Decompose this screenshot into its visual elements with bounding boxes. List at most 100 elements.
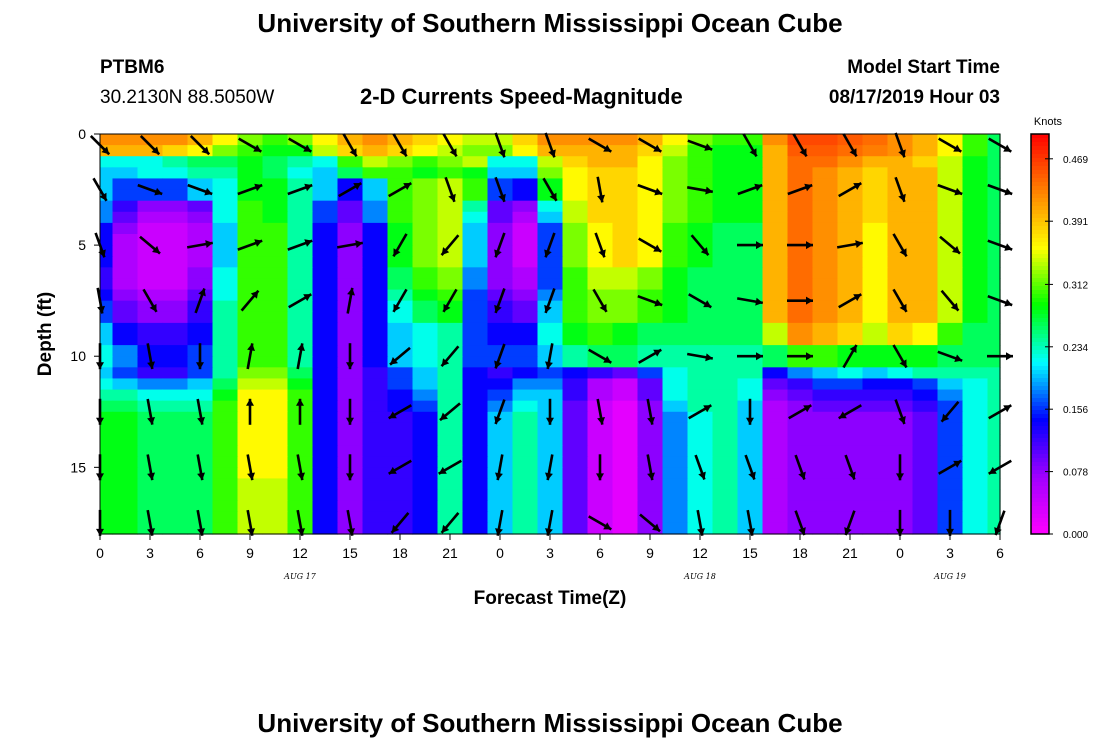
y-axis-title: Depth (ft) bbox=[35, 292, 56, 376]
heat-cell bbox=[862, 300, 889, 313]
heat-cell bbox=[412, 211, 439, 224]
heat-cell bbox=[912, 456, 939, 468]
current-vector-arrow bbox=[494, 232, 506, 258]
heat-cell bbox=[562, 334, 589, 346]
heat-cell bbox=[912, 234, 939, 246]
heat-cell bbox=[487, 489, 514, 502]
heat-cell bbox=[762, 311, 789, 324]
heat-cell bbox=[612, 467, 639, 480]
heat-cell bbox=[562, 211, 589, 224]
heat-cell bbox=[387, 522, 414, 535]
heat-cell bbox=[912, 389, 939, 402]
current-vector-arrow bbox=[440, 512, 460, 534]
heat-cell bbox=[912, 167, 939, 180]
current-vector-arrow bbox=[196, 398, 205, 425]
heat-cell bbox=[987, 145, 1001, 157]
heat-cell bbox=[212, 156, 239, 168]
heat-cell bbox=[487, 311, 514, 324]
heat-cell bbox=[212, 522, 239, 535]
heat-cell bbox=[887, 367, 914, 380]
heat-cell bbox=[387, 145, 414, 157]
heat-cell bbox=[862, 500, 889, 513]
heat-cell bbox=[537, 334, 564, 346]
heat-cell bbox=[812, 489, 839, 502]
heat-cell bbox=[687, 367, 714, 380]
colorbar-step bbox=[1031, 290, 1049, 295]
heat-cell bbox=[737, 422, 764, 435]
heat-cell bbox=[287, 278, 314, 291]
heat-cell bbox=[912, 511, 939, 524]
heat-cell bbox=[237, 156, 264, 168]
heat-cell bbox=[437, 367, 464, 380]
x-tick-label: 9 bbox=[246, 545, 254, 561]
heat-cell bbox=[162, 522, 189, 535]
heat-cell bbox=[312, 456, 339, 468]
heat-cell bbox=[487, 422, 514, 435]
current-vector-arrow bbox=[388, 459, 412, 475]
colorbar-step bbox=[1031, 526, 1049, 531]
current-vector-arrow bbox=[440, 234, 460, 256]
heat-cell bbox=[137, 267, 164, 280]
heat-cell bbox=[262, 300, 289, 313]
heat-cell bbox=[312, 167, 339, 180]
heat-cell bbox=[837, 211, 864, 224]
heat-cell bbox=[112, 322, 139, 335]
colorbar-step bbox=[1031, 166, 1049, 171]
heat-cell bbox=[162, 134, 189, 146]
heat-cell bbox=[637, 167, 664, 180]
heat-cell bbox=[512, 334, 539, 346]
current-vector-arrow bbox=[390, 512, 410, 534]
current-vector-arrow bbox=[838, 293, 862, 309]
current-vector-arrow bbox=[545, 454, 554, 481]
heat-cell bbox=[787, 500, 814, 513]
x-tick-label: 3 bbox=[146, 545, 154, 561]
colorbar-step bbox=[1031, 346, 1049, 351]
heat-cell bbox=[437, 500, 464, 513]
heat-cell bbox=[100, 489, 114, 502]
heat-cell bbox=[962, 245, 989, 257]
heat-cell bbox=[487, 367, 514, 380]
colorbar-step bbox=[1031, 458, 1049, 463]
heat-cell bbox=[412, 422, 439, 435]
heat-cell bbox=[612, 322, 639, 335]
heat-cell bbox=[237, 445, 264, 457]
heat-cell bbox=[762, 334, 789, 346]
heat-cell bbox=[487, 378, 514, 391]
heat-cell bbox=[962, 389, 989, 402]
heat-cell bbox=[637, 289, 664, 302]
heat-cell bbox=[287, 211, 314, 224]
heat-cell bbox=[887, 278, 914, 291]
heat-cell bbox=[237, 234, 264, 246]
heat-cell bbox=[987, 356, 1001, 368]
heat-cell bbox=[387, 367, 414, 380]
heat-cell bbox=[562, 134, 589, 146]
heat-cell bbox=[162, 500, 189, 513]
x-tick-label: 15 bbox=[742, 545, 758, 561]
colorbar-step bbox=[1031, 282, 1049, 287]
heat-cell bbox=[962, 522, 989, 535]
heat-cell bbox=[612, 356, 639, 368]
heat-cell bbox=[437, 167, 464, 180]
heat-cell bbox=[887, 356, 914, 368]
heat-cell bbox=[662, 234, 689, 246]
heat-cell bbox=[637, 267, 664, 280]
heat-cell bbox=[762, 356, 789, 368]
heat-cell bbox=[212, 456, 239, 468]
heat-cell bbox=[462, 256, 489, 268]
heat-cell bbox=[612, 222, 639, 235]
heat-cell bbox=[512, 189, 539, 202]
colorbar-step bbox=[1031, 498, 1049, 503]
heat-cell bbox=[237, 256, 264, 268]
heat-cell bbox=[687, 478, 714, 491]
colorbar-step bbox=[1031, 198, 1049, 203]
heat-cell bbox=[712, 167, 739, 180]
heat-cell bbox=[737, 289, 764, 302]
heat-cell bbox=[362, 500, 389, 513]
colorbar-step bbox=[1031, 478, 1049, 483]
heat-cell bbox=[662, 489, 689, 502]
heat-cell bbox=[987, 200, 1001, 213]
heat-cell bbox=[512, 411, 539, 424]
heat-cell bbox=[762, 445, 789, 457]
footer-title: University of Southern Mississippi Ocean… bbox=[257, 708, 843, 738]
heat-cell bbox=[337, 211, 364, 224]
